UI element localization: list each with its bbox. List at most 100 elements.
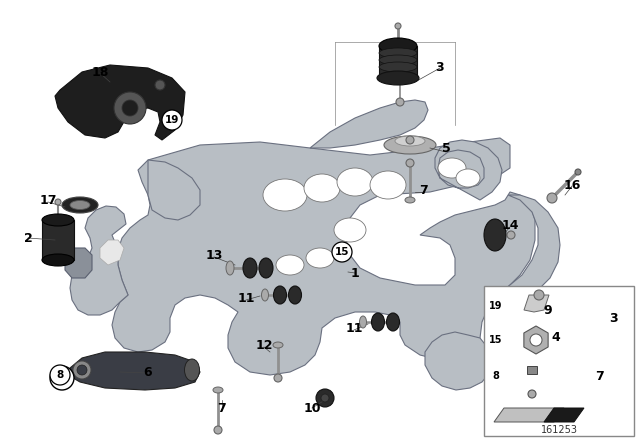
Text: 11: 11 — [237, 292, 255, 305]
Ellipse shape — [523, 336, 573, 354]
Ellipse shape — [334, 218, 366, 242]
Polygon shape — [112, 138, 535, 375]
Text: 9: 9 — [544, 303, 552, 316]
Polygon shape — [70, 206, 128, 315]
Text: 3: 3 — [436, 60, 444, 73]
Text: 18: 18 — [92, 65, 109, 78]
Circle shape — [396, 98, 404, 106]
Circle shape — [214, 426, 222, 434]
Circle shape — [566, 401, 574, 409]
Circle shape — [122, 100, 138, 116]
Polygon shape — [494, 408, 564, 422]
Ellipse shape — [371, 313, 385, 331]
Ellipse shape — [259, 258, 273, 278]
Ellipse shape — [565, 365, 575, 371]
Ellipse shape — [316, 389, 334, 407]
Ellipse shape — [379, 62, 417, 72]
Ellipse shape — [370, 171, 406, 199]
Ellipse shape — [484, 219, 506, 251]
Polygon shape — [65, 248, 92, 278]
Circle shape — [530, 334, 542, 346]
Circle shape — [55, 199, 61, 205]
Text: 1: 1 — [351, 267, 360, 280]
Text: 7: 7 — [218, 401, 227, 414]
Text: 7: 7 — [420, 184, 428, 197]
Text: 19: 19 — [489, 301, 503, 311]
Polygon shape — [42, 220, 74, 260]
Polygon shape — [68, 352, 200, 390]
Polygon shape — [425, 332, 492, 390]
Circle shape — [77, 365, 87, 375]
Ellipse shape — [379, 38, 417, 54]
Ellipse shape — [304, 174, 340, 202]
Ellipse shape — [456, 169, 480, 187]
Circle shape — [332, 242, 352, 262]
Ellipse shape — [263, 179, 307, 211]
Polygon shape — [148, 160, 200, 220]
Ellipse shape — [273, 342, 283, 348]
Text: 2: 2 — [24, 232, 33, 245]
Circle shape — [50, 366, 74, 390]
Polygon shape — [524, 326, 548, 354]
Text: 5: 5 — [442, 142, 451, 155]
Ellipse shape — [379, 55, 417, 65]
Circle shape — [274, 374, 282, 382]
Text: 4: 4 — [552, 331, 561, 344]
Polygon shape — [544, 408, 584, 422]
Text: 13: 13 — [205, 249, 223, 262]
Circle shape — [406, 136, 414, 144]
Bar — [527, 366, 537, 374]
Circle shape — [547, 193, 557, 203]
Ellipse shape — [559, 287, 597, 301]
Ellipse shape — [276, 255, 304, 275]
Ellipse shape — [273, 286, 287, 304]
Polygon shape — [559, 294, 597, 328]
Text: 6: 6 — [144, 366, 152, 379]
Polygon shape — [435, 140, 502, 200]
Polygon shape — [498, 195, 560, 302]
Ellipse shape — [377, 71, 419, 85]
Ellipse shape — [62, 197, 98, 213]
Circle shape — [534, 290, 544, 300]
Circle shape — [57, 373, 67, 383]
Text: 161253: 161253 — [541, 425, 577, 435]
Polygon shape — [524, 295, 549, 312]
Ellipse shape — [360, 316, 367, 328]
Circle shape — [114, 92, 146, 124]
Circle shape — [73, 361, 91, 379]
Text: 14: 14 — [501, 219, 519, 232]
Ellipse shape — [559, 310, 597, 320]
Ellipse shape — [534, 336, 562, 346]
Ellipse shape — [243, 258, 257, 278]
Ellipse shape — [438, 158, 466, 178]
Text: 8: 8 — [493, 371, 499, 381]
Circle shape — [50, 365, 70, 385]
Ellipse shape — [321, 394, 329, 402]
Text: 19: 19 — [165, 115, 179, 125]
Text: 17: 17 — [39, 194, 57, 207]
Bar — [484, 286, 634, 436]
Ellipse shape — [395, 136, 425, 146]
Text: 8: 8 — [56, 370, 63, 380]
Ellipse shape — [226, 261, 234, 275]
Ellipse shape — [262, 289, 269, 301]
Ellipse shape — [559, 296, 597, 306]
Text: 16: 16 — [563, 178, 580, 191]
Circle shape — [528, 390, 536, 398]
Polygon shape — [100, 240, 124, 265]
Ellipse shape — [526, 300, 544, 324]
Ellipse shape — [306, 248, 334, 268]
Circle shape — [406, 159, 414, 167]
Ellipse shape — [405, 197, 415, 203]
Text: 10: 10 — [303, 401, 321, 414]
Polygon shape — [55, 65, 185, 140]
Text: 12: 12 — [255, 339, 273, 352]
Ellipse shape — [337, 168, 373, 196]
Ellipse shape — [379, 48, 417, 58]
Text: 11: 11 — [345, 322, 363, 335]
Circle shape — [507, 231, 515, 239]
Circle shape — [575, 169, 581, 175]
Circle shape — [155, 80, 165, 90]
Polygon shape — [310, 100, 428, 148]
Ellipse shape — [384, 136, 436, 154]
